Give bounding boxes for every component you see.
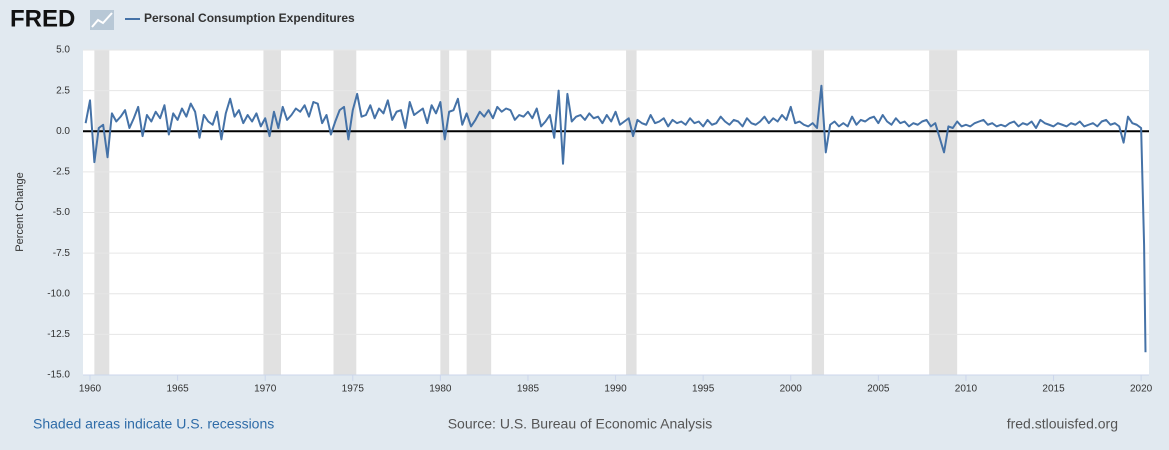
- x-tick-label: 2010: [955, 384, 978, 395]
- x-tick-label: 1985: [517, 384, 540, 395]
- series-line: [84, 84, 1147, 353]
- y-tick-label: -10.0: [47, 288, 70, 299]
- y-axis-title: Percent Change: [14, 172, 26, 252]
- x-tick-label: 2000: [780, 384, 803, 395]
- y-tick-label: -5.0: [53, 207, 71, 218]
- x-tick-label: 2005: [867, 384, 890, 395]
- site[interactable]: fred.stlouisfed.org: [1007, 416, 1118, 432]
- y-tick-label: -2.5: [53, 167, 71, 178]
- x-tick-label: 1965: [166, 384, 189, 395]
- source: Source: U.S. Bureau of Economic Analysis: [448, 416, 713, 432]
- legend-label: Personal Consumption Expenditures: [144, 11, 355, 25]
- x-tick-label: 2015: [1042, 384, 1065, 395]
- x-tick-label: 1995: [692, 384, 715, 395]
- recession-note[interactable]: Shaded areas indicate U.S. recessions: [33, 416, 274, 432]
- y-tick-label: -15.0: [47, 370, 70, 381]
- x-tick-label: 1970: [254, 384, 277, 395]
- y-tick-label: 5.0: [56, 45, 70, 56]
- x-tick-label: 1960: [79, 384, 102, 395]
- brand-logo[interactable]: FRED: [10, 5, 75, 32]
- x-tick-label: 1990: [604, 384, 627, 395]
- y-tick-label: -12.5: [47, 329, 70, 340]
- y-tick-label: 0.0: [56, 126, 70, 137]
- logo-icon-line: [91, 12, 113, 28]
- x-tick-label: 2020: [1130, 384, 1153, 395]
- logo-icon: [90, 10, 114, 30]
- x-tick-label: 1980: [429, 384, 452, 395]
- y-tick-label: 2.5: [56, 85, 70, 96]
- x-tick-label: 1975: [342, 384, 365, 395]
- y-tick-label: -7.5: [53, 248, 71, 259]
